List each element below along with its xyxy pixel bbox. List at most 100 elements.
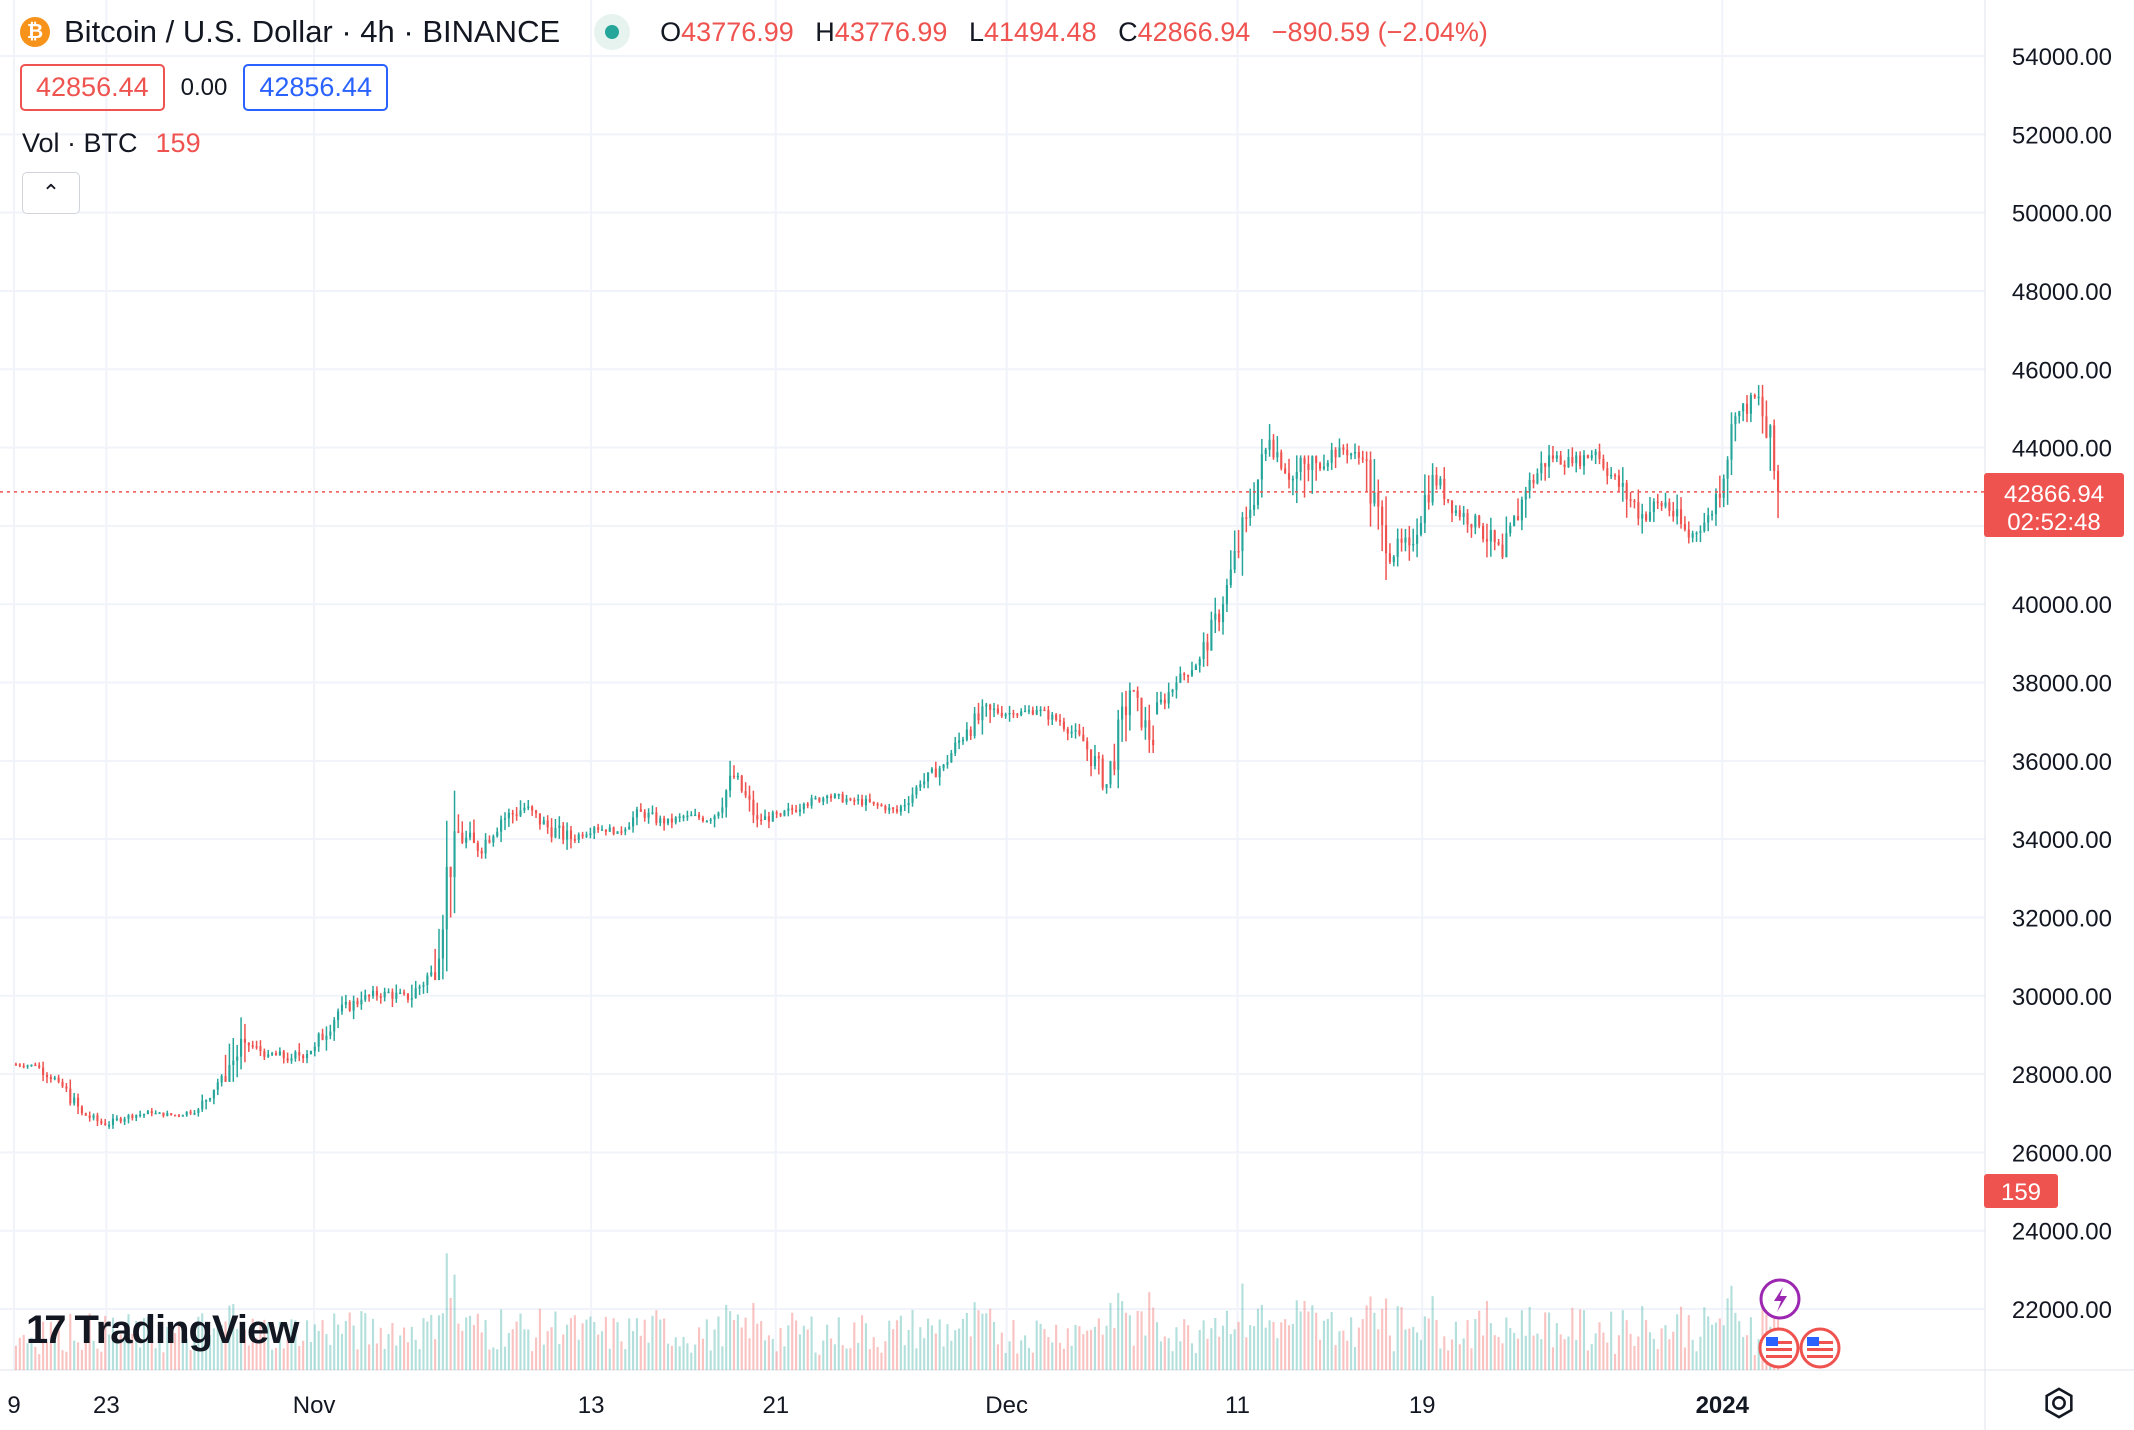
candle-body	[259, 1046, 262, 1052]
volume-bar	[527, 1329, 530, 1370]
volume-bar	[604, 1316, 607, 1370]
candle-body	[271, 1053, 274, 1055]
volume-bar	[1299, 1311, 1302, 1370]
candle-body	[410, 998, 413, 1000]
volume-bar	[663, 1318, 666, 1370]
candle-body	[61, 1081, 64, 1087]
tradingview-logo[interactable]: 17 TradingView	[26, 1308, 299, 1353]
volume-bar	[1757, 1339, 1760, 1370]
volume-bar	[1427, 1318, 1430, 1370]
candle-body	[503, 818, 507, 820]
candle-body	[779, 813, 782, 816]
candle-body	[317, 1033, 320, 1047]
candle-body	[1579, 455, 1582, 467]
us-flag-icon-1[interactable]	[1758, 1327, 1800, 1369]
volume-bar	[1381, 1308, 1384, 1370]
volume-bar	[538, 1308, 541, 1370]
sell-price-button[interactable]: 42856.44	[20, 64, 165, 111]
candle-body	[1672, 510, 1675, 517]
volume-bar	[1260, 1304, 1263, 1370]
candle-body	[1000, 712, 1003, 717]
candle-body	[426, 975, 429, 986]
volume-bar	[360, 1311, 363, 1370]
volume-bar	[302, 1340, 305, 1370]
candle-body	[562, 825, 565, 840]
candle-body	[1334, 449, 1337, 458]
volume-bar	[659, 1319, 662, 1370]
candle-body	[387, 991, 390, 994]
volume-bar	[1753, 1354, 1756, 1370]
candle-body	[1528, 479, 1531, 491]
candle-body	[131, 1115, 134, 1118]
volume-bar	[713, 1329, 716, 1370]
gear-icon[interactable]	[2042, 1386, 2076, 1420]
event-markers[interactable]	[1758, 1278, 1841, 1369]
volume-bar	[1672, 1331, 1675, 1370]
time-axis[interactable]: 9 23 Nov 13 21 Dec 11 19 2024	[7, 1392, 1749, 1419]
buy-price-button[interactable]: 42856.44	[243, 64, 388, 111]
volume-bar	[255, 1338, 258, 1370]
volume-bar	[1346, 1340, 1349, 1370]
market-status[interactable]	[594, 14, 631, 50]
volume-bar	[1613, 1353, 1617, 1370]
candle-body	[368, 995, 371, 997]
candle-body	[305, 1053, 309, 1059]
candle-body	[127, 1115, 130, 1119]
volume-bar	[1625, 1320, 1628, 1370]
symbol-title[interactable]: Bitcoin / U.S. Dollar · 4h · BINANCE	[64, 14, 561, 49]
volume-bar	[624, 1349, 627, 1370]
candle-body	[193, 1112, 196, 1115]
volume-bar	[1350, 1317, 1353, 1370]
candle-body	[348, 1001, 351, 1011]
candle-body	[771, 812, 774, 822]
volume-bar	[1113, 1328, 1116, 1370]
volume-bar	[1730, 1285, 1733, 1370]
price-axis[interactable]: 22000.00 24000.00 26000.00 28000.00 30000.00…	[2012, 44, 2112, 1324]
volume-bar	[523, 1329, 526, 1370]
volume-bar	[643, 1319, 646, 1370]
candle-body	[748, 795, 751, 800]
candle-body	[1699, 531, 1702, 533]
volume-bar	[406, 1342, 410, 1370]
volume-bar	[1392, 1351, 1395, 1370]
candle-body	[496, 831, 499, 837]
candle-body	[1749, 395, 1752, 414]
volume-bar	[441, 1313, 444, 1370]
candle-body	[981, 706, 984, 721]
candle-body	[903, 805, 906, 807]
volume-bar	[111, 1317, 115, 1370]
candle-body	[1734, 416, 1737, 425]
candle-body	[1357, 452, 1360, 458]
volume-bar	[1074, 1324, 1077, 1370]
candle-body	[1769, 425, 1772, 438]
candle-body	[104, 1123, 107, 1125]
collapse-legend-button[interactable]: ⌃	[22, 172, 80, 214]
candle-body	[263, 1051, 266, 1057]
candle-body	[1773, 425, 1776, 471]
us-flag-icon-2[interactable]	[1799, 1327, 1841, 1369]
candle-body	[1287, 473, 1291, 480]
candle-body	[92, 1115, 95, 1118]
candle-body	[239, 1038, 243, 1057]
candle-body	[1427, 494, 1430, 503]
candle-body	[1043, 709, 1046, 712]
candle-body	[938, 768, 941, 778]
volume-legend[interactable]: Vol · BTC 159	[22, 128, 201, 159]
volume-bar	[775, 1351, 778, 1370]
volume-bar	[399, 1335, 402, 1370]
candle-body	[1551, 455, 1555, 459]
candle-body	[1074, 729, 1077, 732]
candle-body	[1024, 710, 1027, 713]
candle-body	[546, 820, 549, 828]
candle-body	[763, 816, 767, 820]
candle-body	[1051, 714, 1054, 720]
candle-body	[1241, 517, 1244, 552]
candle-body	[1516, 516, 1520, 521]
volume-bar	[166, 1326, 169, 1370]
candle-body	[1377, 492, 1380, 507]
candle-body	[1641, 514, 1644, 519]
volume-bar	[26, 1343, 29, 1370]
candle-body	[600, 829, 604, 831]
candle-body	[1179, 673, 1182, 683]
